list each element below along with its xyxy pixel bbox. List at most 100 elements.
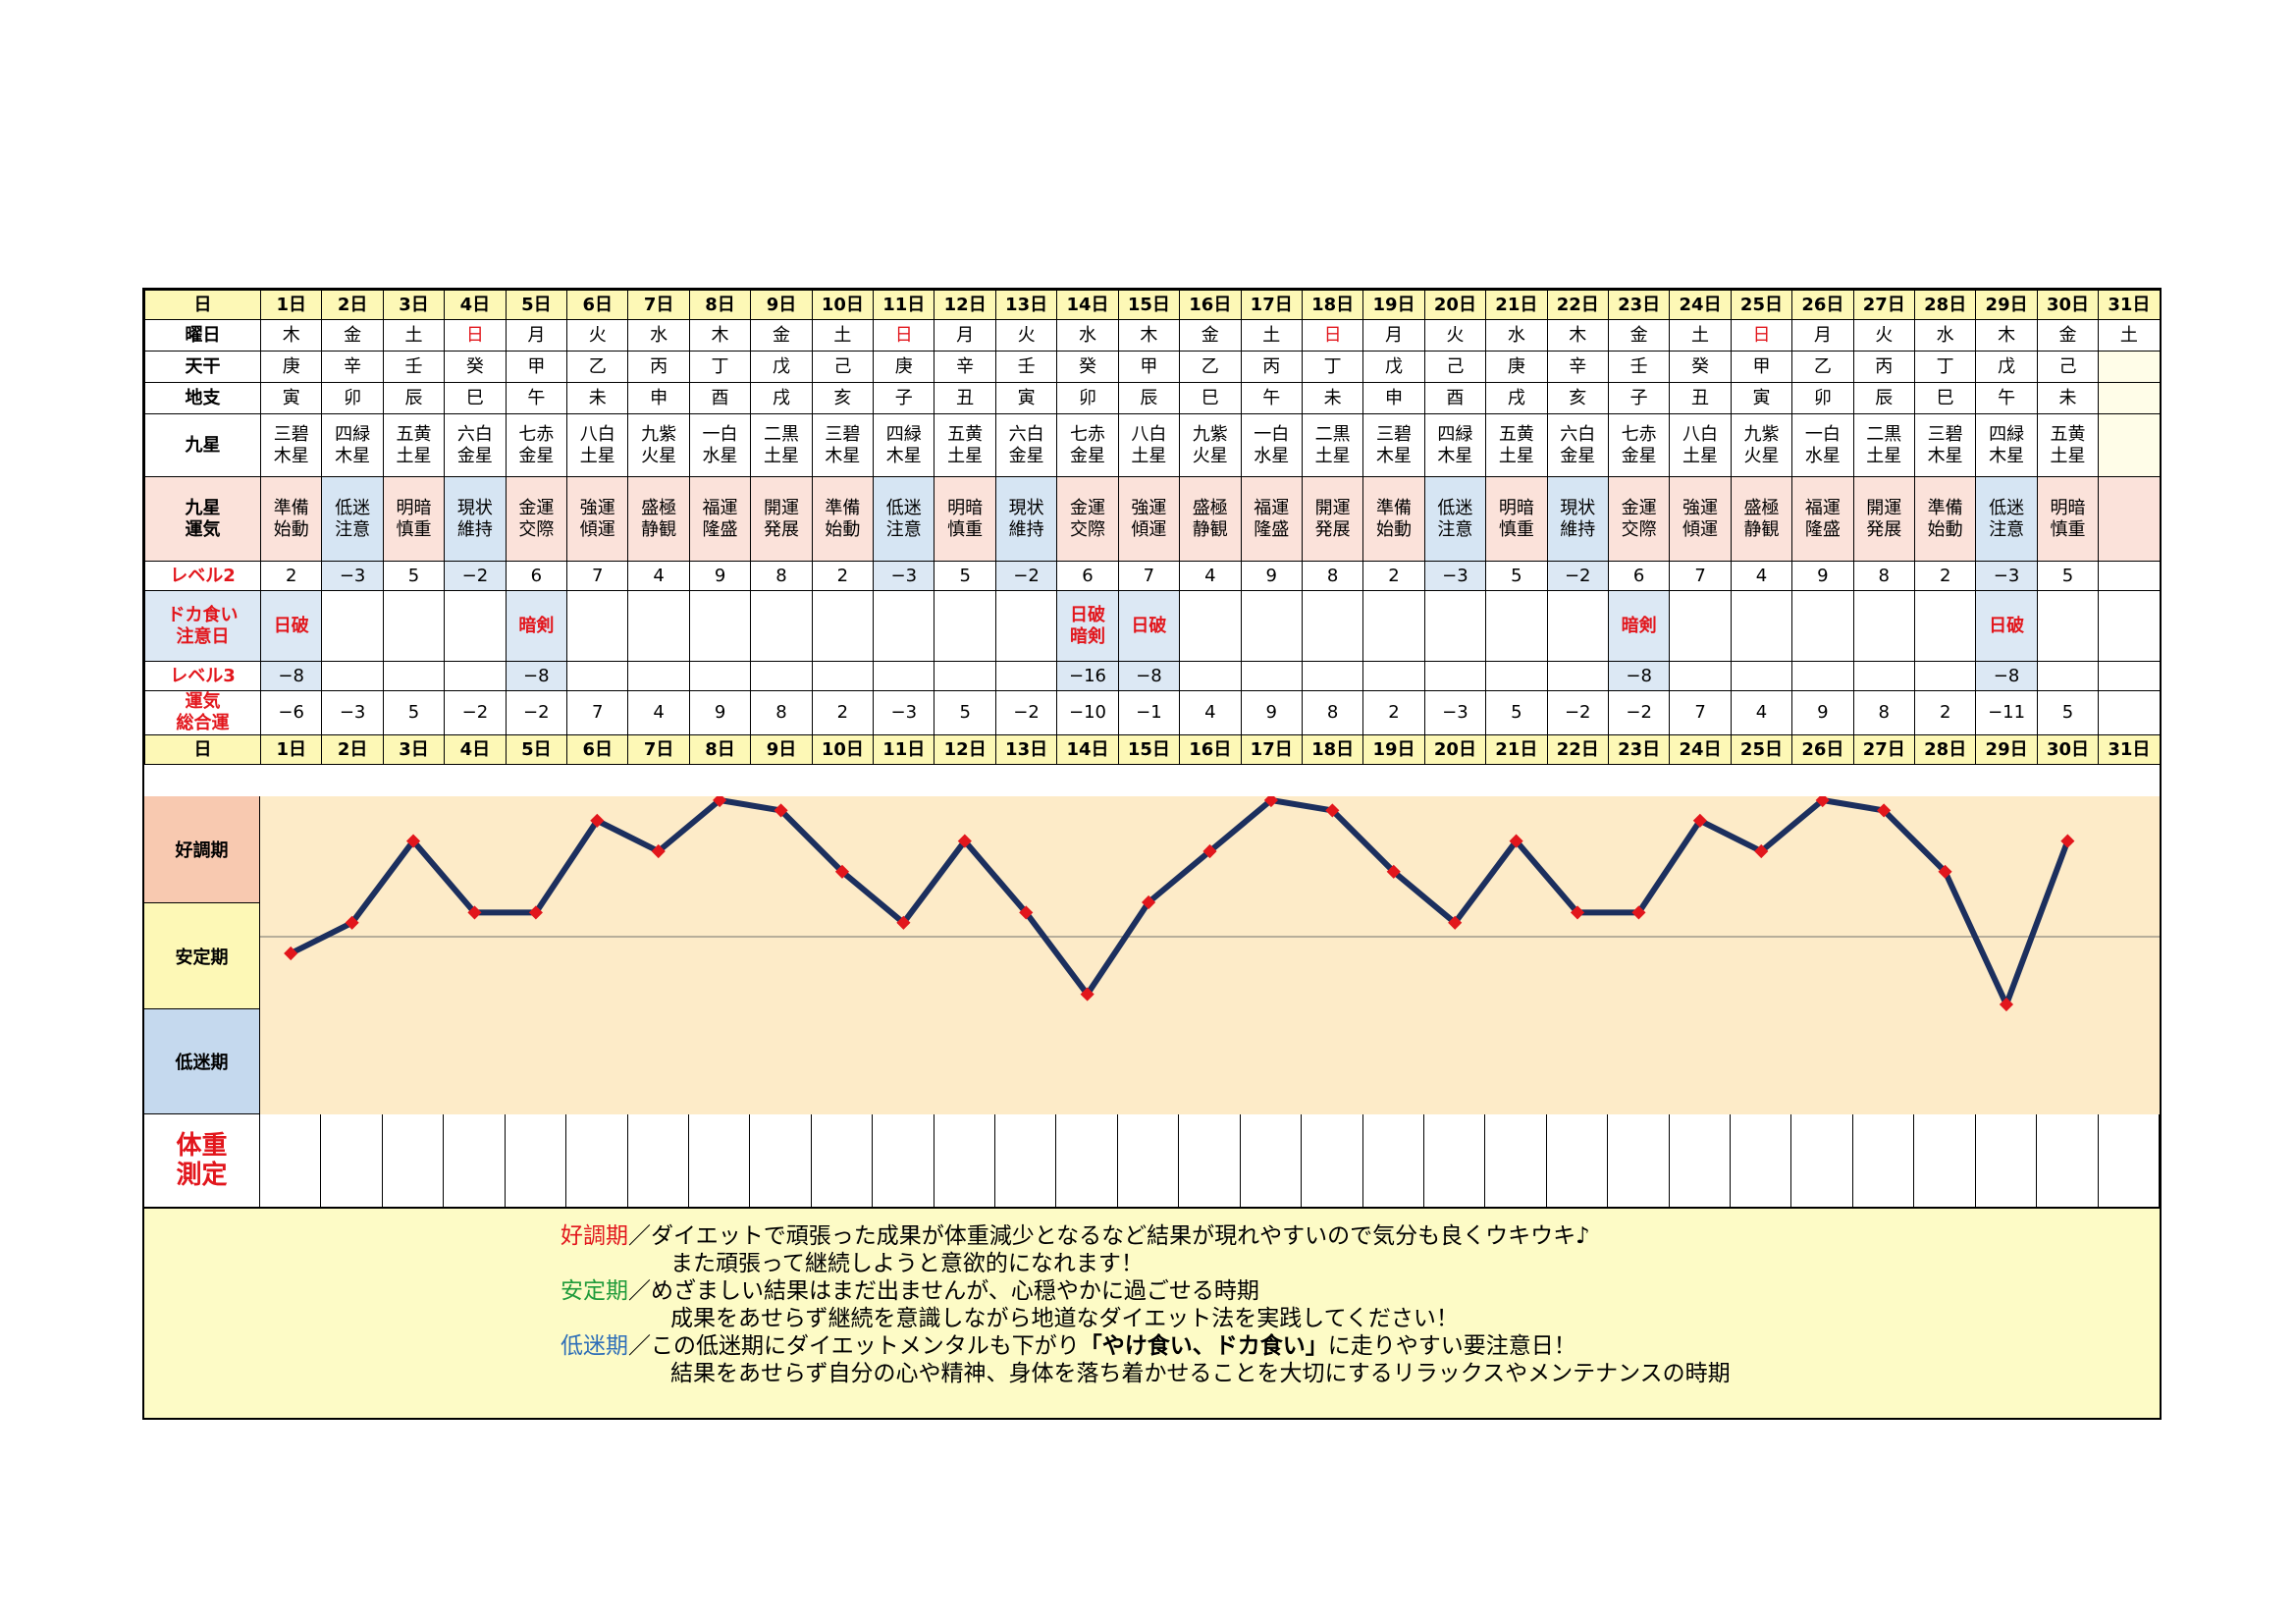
weight-cell[interactable] (1363, 1114, 1424, 1207)
unki-row-cell: 現状 維持 (994, 476, 1058, 562)
weight-cell[interactable] (1608, 1114, 1670, 1207)
weight-cell[interactable] (1241, 1114, 1303, 1207)
weight-cell[interactable] (995, 1114, 1057, 1207)
weight-cell[interactable] (873, 1114, 934, 1207)
data-point (284, 946, 298, 961)
band-stable: 安定期 (144, 903, 260, 1009)
tenkan-row-cell: 乙 (566, 351, 629, 383)
sogo-row-cell: 4 (627, 690, 690, 735)
unki-row-cell: 低迷 注意 (321, 476, 384, 562)
level3-row-cell (934, 661, 996, 691)
day-row-bottom-cell: 20日 (1423, 734, 1487, 765)
tenkan-row-cell: 戊 (1362, 351, 1425, 383)
weekday-row-cell: 月 (505, 319, 568, 352)
weight-cell[interactable] (1670, 1114, 1732, 1207)
unki-row-cell: 準備 始動 (811, 476, 875, 562)
weekday-row-cell: 土 (382, 319, 446, 352)
weight-cell[interactable] (1914, 1114, 1976, 1207)
level3-row-cell (2098, 661, 2160, 691)
weight-cell[interactable] (1424, 1114, 1486, 1207)
day-row-bottom-cell: 15日 (1117, 734, 1181, 765)
unki-row-cell: 現状 維持 (1546, 476, 1609, 562)
level3-row-cell (688, 661, 752, 691)
dokagui-row-cell (1913, 590, 1977, 662)
weight-cell[interactable] (934, 1114, 996, 1207)
chishi-row-cell: 亥 (811, 382, 875, 414)
legend-good-text2: また頑張って継続しようと意欲的になれます！ (670, 1251, 1144, 1276)
day-row-bottom-cell: 16日 (1179, 734, 1242, 765)
weight-cell[interactable] (1791, 1114, 1853, 1207)
weight-cell[interactable] (1976, 1114, 2038, 1207)
weight-cell[interactable] (750, 1114, 812, 1207)
level2-row-cell: 8 (1852, 561, 1915, 591)
tenkan-row-cell: 癸 (444, 351, 507, 383)
weight-cell[interactable] (2037, 1114, 2099, 1207)
legend-low-text1b: 「やけ食い、ドカ食い」 (1079, 1333, 1328, 1359)
weight-cell[interactable] (566, 1114, 628, 1207)
weight-cell[interactable] (260, 1114, 322, 1207)
weight-cell[interactable] (1547, 1114, 1609, 1207)
tenkan-row-cell: 己 (811, 351, 875, 383)
dokagui-row-cell (1362, 590, 1425, 662)
tenkan-row-cell: 己 (1423, 351, 1487, 383)
weekday-row-cell: 火 (566, 319, 629, 352)
tenkan-row-cell: 丁 (1913, 351, 1977, 383)
level2-row-cell: −3 (873, 561, 935, 591)
legend-good-text1: ／ダイエットで頑張った成果が体重減少となるなど結果が現れやすいので気分も良くウキ… (628, 1223, 1590, 1249)
weight-cell[interactable] (812, 1114, 874, 1207)
data-point (1754, 843, 1769, 859)
weight-cell[interactable] (1056, 1114, 1118, 1207)
chishi-row-cell: 戌 (1485, 382, 1548, 414)
weight-cell[interactable] (506, 1114, 567, 1207)
unki-row-cell: 現状 維持 (444, 476, 507, 562)
weight-cell[interactable] (628, 1114, 689, 1207)
weight-cell[interactable] (2099, 1114, 2160, 1207)
chishi-row-cell: 辰 (1117, 382, 1181, 414)
weight-cell[interactable] (1118, 1114, 1180, 1207)
sogo-row-cell: −6 (259, 690, 323, 735)
weekday-row-cell: 木 (1546, 319, 1609, 352)
level2-row-cell: 2 (259, 561, 323, 591)
dokagui-row-cell (1669, 590, 1732, 662)
weight-cell[interactable] (1731, 1114, 1792, 1207)
weight-cell[interactable] (1485, 1114, 1547, 1207)
data-point (834, 864, 850, 879)
weight-cell[interactable] (321, 1114, 383, 1207)
level3-row-label: レベル3 (144, 661, 261, 691)
sogo-row-cell: −2 (994, 690, 1058, 735)
weight-cell[interactable] (383, 1114, 445, 1207)
data-point (1999, 997, 2014, 1012)
weight-cell[interactable] (689, 1114, 751, 1207)
dokagui-row-cell (1485, 590, 1548, 662)
weight-cell[interactable] (1302, 1114, 1363, 1207)
weight-cell[interactable] (1853, 1114, 1915, 1207)
level2-row-cell: 5 (1485, 561, 1548, 591)
kyusei-row-cell: 五黄 土星 (1485, 413, 1548, 477)
level3-row-cell (994, 661, 1058, 691)
kyusei-row-cell: 六白 金星 (444, 413, 507, 477)
data-point (896, 915, 911, 930)
weekday-row-cell: 土 (811, 319, 875, 352)
level3-row-cell (1240, 661, 1303, 691)
weekday-row-cell: 土 (1240, 319, 1303, 352)
level3-row-cell (444, 661, 507, 691)
level2-row-cell: −2 (1546, 561, 1609, 591)
day-row-cell: 2日 (321, 290, 384, 320)
day-row-bottom-cell: 26日 (1791, 734, 1854, 765)
weight-cell[interactable] (1179, 1114, 1241, 1207)
day-row-bottom-cell: 4日 (444, 734, 507, 765)
unki-row-cell: 金運 交際 (1607, 476, 1671, 562)
weight-cell[interactable] (444, 1114, 506, 1207)
day-row-cell: 11日 (873, 290, 935, 320)
weight-row: 体重 測定 (144, 1114, 2160, 1207)
level2-row-cell: −2 (994, 561, 1058, 591)
legend-low-text1a: ／この低迷期にダイエットメンタルも下がり (628, 1333, 1080, 1359)
unki-row-cell (2098, 476, 2160, 562)
day-row-cell: 26日 (1791, 290, 1854, 320)
tenkan-row-cell: 己 (2036, 351, 2100, 383)
kyusei-row-cell: 五黄 土星 (382, 413, 446, 477)
kyusei-row-cell: 三碧 木星 (811, 413, 875, 477)
tenkan-row-cell: 癸 (1056, 351, 1119, 383)
kyusei-row-cell: 九紫 火星 (627, 413, 690, 477)
level2-row-cell: 6 (505, 561, 568, 591)
